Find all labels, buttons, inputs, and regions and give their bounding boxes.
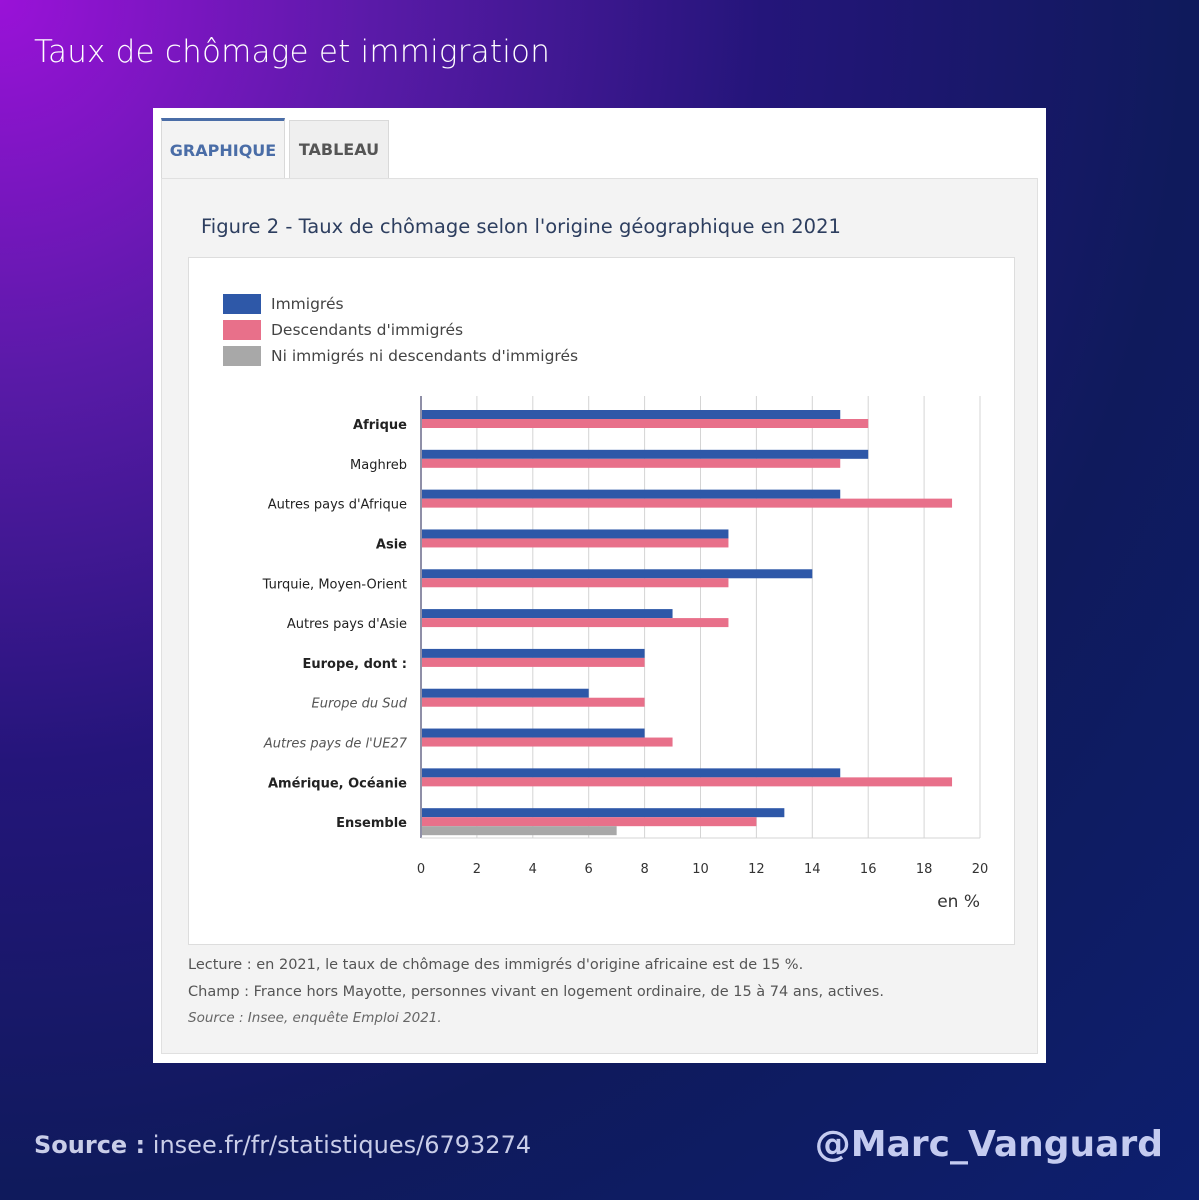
source-label: Source : (34, 1131, 146, 1159)
x-tick-label: 16 (860, 862, 877, 877)
tab-graphique[interactable]: GRAPHIQUE (161, 118, 285, 180)
bar-immigres (422, 569, 813, 579)
category-label: Turquie, Moyen-Orient (262, 577, 407, 592)
bar-immigres (422, 609, 673, 619)
page-title: Taux de chômage et immigration (34, 34, 551, 70)
x-tick-label: 2 (473, 862, 481, 877)
category-label: Autres pays de l'UE27 (263, 737, 408, 752)
bar-descendants (422, 817, 757, 827)
x-tick-label: 14 (804, 862, 821, 877)
category-label: Maghreb (350, 458, 407, 473)
x-tick-label: 6 (585, 862, 593, 877)
bar-immigres (422, 728, 645, 738)
x-tick-label: 4 (529, 862, 537, 877)
author-handle: @Marc_Vanguard (814, 1124, 1163, 1165)
x-tick-label: 18 (916, 862, 933, 877)
bar-descendants (422, 419, 869, 428)
bar-immigres (422, 648, 645, 658)
legend-label-immigres: Immigrés (271, 295, 344, 313)
note-source: Source : Insee, enquête Emploi 2021. (188, 1010, 442, 1026)
note-champ: Champ : France hors Mayotte, personnes v… (188, 984, 884, 1000)
x-tick-label: 10 (692, 862, 709, 877)
bar-immigres (422, 688, 589, 698)
category-label: Europe du Sud (311, 697, 407, 712)
bar-descendants (422, 657, 645, 667)
chart-container: Immigrés Descendants d'immigrés Ni immigré… (188, 257, 1015, 945)
tab-tableau[interactable]: TABLEAU (289, 120, 389, 178)
x-axis-label: en % (937, 892, 980, 912)
x-tick-label: 8 (640, 862, 648, 877)
x-tick-label: 0 (417, 862, 425, 877)
category-label: Amérique, Océanie (268, 776, 407, 791)
figure-title: Figure 2 - Taux de chômage selon l'origi… (201, 215, 841, 238)
bar-ni (422, 826, 617, 836)
figure-panel: GRAPHIQUE TABLEAU Figure 2 - Taux de chô… (153, 108, 1046, 1063)
legend-swatch-ni (223, 346, 261, 366)
bar-immigres (422, 529, 729, 539)
legend-swatch-immigres (223, 294, 261, 314)
bar-immigres (422, 768, 841, 778)
bar-chart: Immigrés Descendants d'immigrés Ni immigré… (223, 294, 989, 912)
x-tick-label: 20 (972, 862, 989, 877)
footer-source: Source : insee.fr/fr/statistiques/679327… (34, 1131, 531, 1159)
category-label: Autres pays d'Asie (287, 617, 407, 632)
bar-descendants (422, 737, 673, 747)
bar-descendants (422, 618, 729, 628)
legend-label-ni: Ni immigrés ni descendants d'immigrés (271, 347, 578, 365)
legend-swatch-descendants (223, 320, 261, 340)
bar-descendants (422, 458, 841, 468)
bar-descendants (422, 697, 645, 707)
note-lecture: Lecture : en 2021, le taux de chômage de… (188, 957, 804, 973)
category-label: Asie (376, 537, 407, 552)
x-tick-label: 12 (748, 862, 765, 877)
category-label: Ensemble (336, 816, 407, 831)
bar-immigres (422, 489, 841, 499)
bar-immigres (422, 410, 841, 419)
category-label: Afrique (353, 418, 407, 433)
bar-descendants (422, 538, 729, 548)
bar-descendants (422, 578, 729, 588)
category-label: Autres pays d'Afrique (268, 498, 407, 513)
bar-immigres (422, 808, 785, 818)
category-label: Europe, dont : (303, 657, 408, 672)
bar-descendants (422, 498, 953, 508)
bar-immigres (422, 449, 869, 459)
bar-descendants (422, 777, 953, 787)
legend-label-descendants: Descendants d'immigrés (271, 321, 463, 339)
tab-content: Figure 2 - Taux de chômage selon l'origi… (161, 178, 1038, 1054)
source-link[interactable]: insee.fr/fr/statistiques/6793274 (152, 1131, 532, 1159)
